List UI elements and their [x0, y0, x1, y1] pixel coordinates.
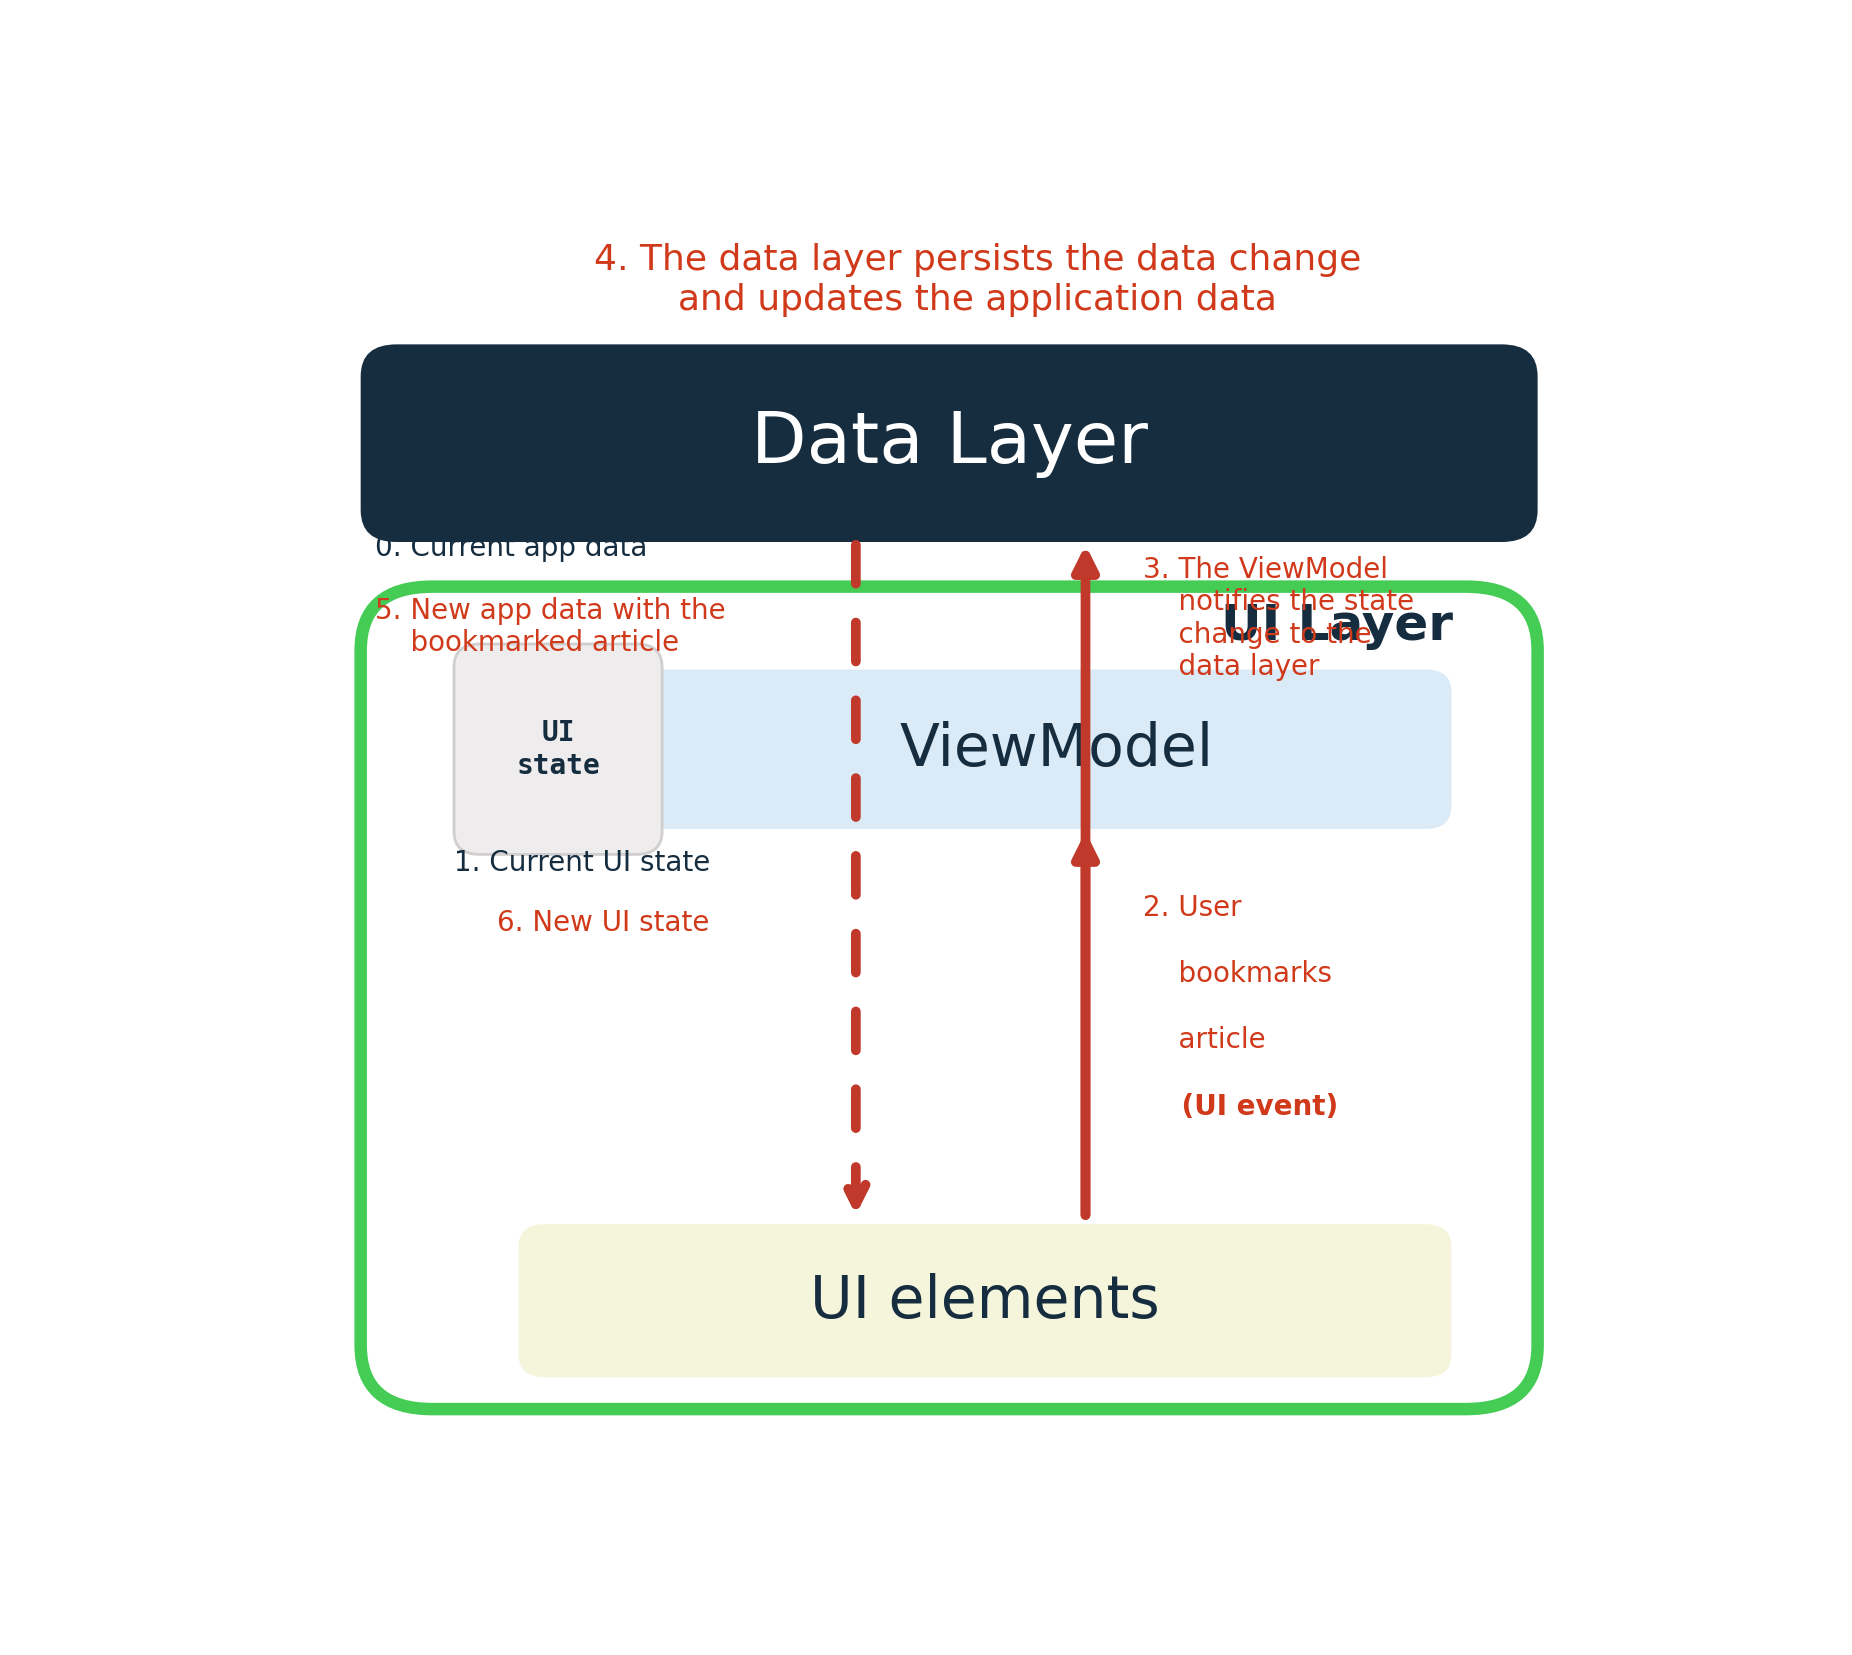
- Text: bookmarks: bookmarks: [1143, 960, 1332, 988]
- Text: UI
state: UI state: [517, 718, 600, 780]
- FancyBboxPatch shape: [361, 346, 1537, 543]
- Text: ViewModel: ViewModel: [900, 720, 1213, 778]
- FancyBboxPatch shape: [519, 670, 1452, 829]
- Text: 4. The data layer persists the data change
and updates the application data: 4. The data layer persists the data chan…: [594, 243, 1361, 316]
- Text: 1. Current UI state: 1. Current UI state: [454, 849, 709, 877]
- Text: UI Layer: UI Layer: [1220, 601, 1452, 649]
- Text: 5. New app data with the
    bookmarked article: 5. New app data with the bookmarked arti…: [374, 596, 726, 657]
- Text: 6. New UI state: 6. New UI state: [496, 909, 709, 937]
- Text: 0. Current app data: 0. Current app data: [374, 535, 648, 561]
- Text: UI elements: UI elements: [809, 1273, 1159, 1329]
- Text: Data Layer: Data Layer: [750, 409, 1148, 478]
- FancyBboxPatch shape: [519, 1225, 1452, 1377]
- Text: article: article: [1143, 1026, 1265, 1054]
- FancyBboxPatch shape: [454, 644, 663, 856]
- Text: 3. The ViewModel
    notifies the state
    change to the
    data layer: 3. The ViewModel notifies the state chan…: [1143, 556, 1415, 680]
- Text: 2. User: 2. User: [1143, 894, 1241, 922]
- FancyBboxPatch shape: [361, 588, 1537, 1410]
- Text: (UI event): (UI event): [1143, 1092, 1339, 1120]
